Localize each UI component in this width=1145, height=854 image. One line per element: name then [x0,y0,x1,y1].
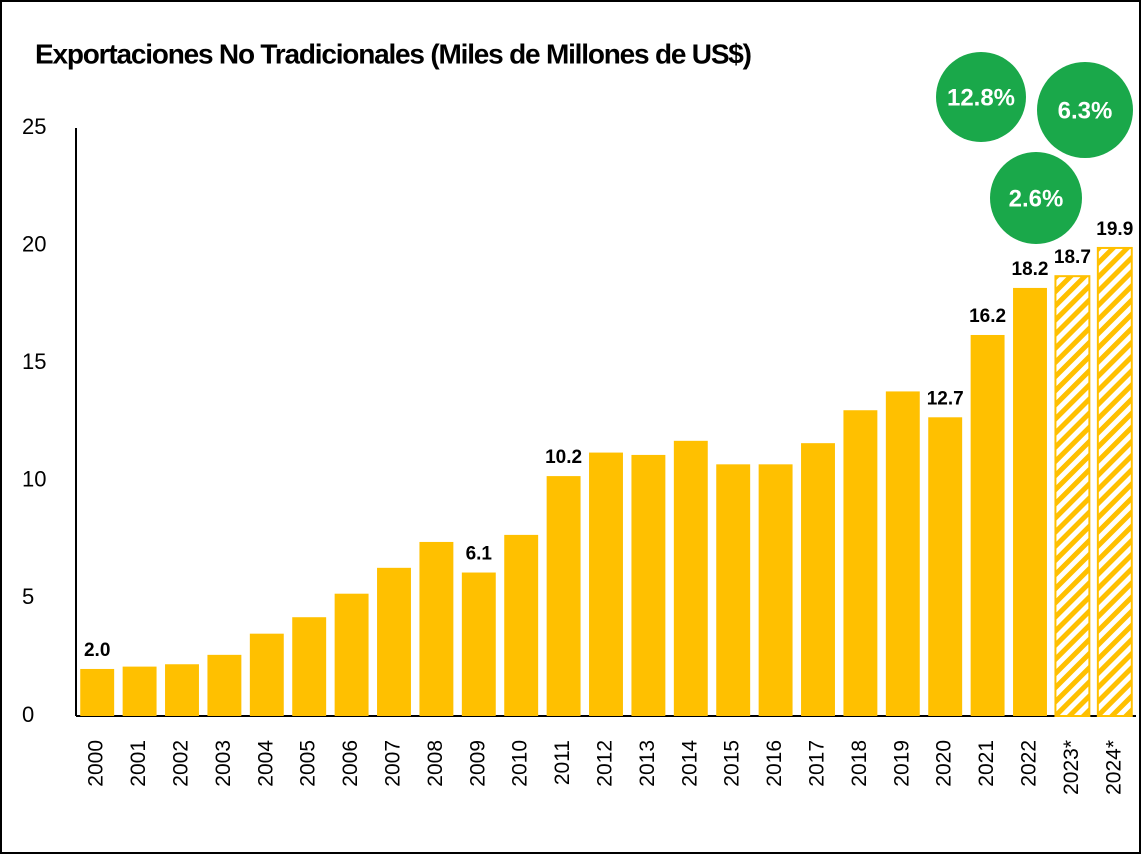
y-tick-label: 0 [22,702,34,727]
y-tick-label: 25 [22,114,46,139]
annotation-bubble [990,152,1082,244]
x-tick-label: 2005 [297,740,320,787]
bar [716,464,751,716]
data-label: 19.9 [1096,219,1133,240]
annotation: 2.6% [1009,185,1064,212]
bar [504,534,539,716]
x-tick-label: 2003 [212,740,235,787]
x-tick-label: 2006 [339,740,362,787]
y-tick-label: 15 [22,349,46,374]
x-tick-label: 2009 [466,740,489,787]
bar [673,440,708,716]
annotation-bubble [1037,62,1133,158]
bar [928,417,963,716]
x-tick-label: 2019 [890,740,913,787]
x-tick-label: 2024* [1102,740,1125,795]
bar [292,617,327,716]
chart-title: Exportaciones No Tradicionales (Miles de… [35,38,751,69]
bar [165,664,199,716]
x-tick-label: 2013 [636,740,659,787]
bar [249,633,284,716]
y-tick-label: 5 [22,584,34,609]
bar [461,572,496,716]
bar [546,476,581,716]
bar [631,454,666,716]
bar [589,452,623,716]
x-tick-label: 2017 [806,740,829,787]
data-label: 6.1 [466,544,493,565]
annotation: 12.8% [947,84,1015,111]
x-tick-label: 2000 [85,740,108,787]
bar [334,593,369,716]
bar [1096,246,1133,717]
x-tick-label: 2008 [424,740,447,787]
x-tick-label: 2020 [933,740,956,787]
x-tick-label: 2007 [382,740,405,787]
x-tick-label: 2004 [254,740,277,787]
annotation-bubble [936,52,1026,142]
x-tick-label: 2001 [127,740,150,787]
data-label: 2.0 [84,640,110,661]
data-label: 16.2 [969,306,1006,327]
data-label: 18.2 [1012,259,1049,280]
bar [801,443,835,716]
bar [207,654,242,716]
x-tick-label: 2010 [509,740,532,787]
x-tick-label: 2023* [1060,740,1083,795]
bar [419,541,454,716]
x-tick-label: 2011 [551,740,574,785]
y-tick-label: 20 [22,231,46,256]
x-tick-label: 2012 [594,740,617,787]
x-tick-label: 2016 [763,740,786,787]
annotation: 6.3% [1058,97,1113,124]
data-label: 12.7 [927,388,964,409]
x-tick-label: 2014 [678,740,701,787]
x-tick-label: 2002 [170,740,193,787]
data-label: 10.2 [545,447,582,468]
x-tick-label: 2018 [848,740,871,787]
bar [843,410,878,716]
y-tick-label: 10 [22,467,46,492]
x-tick-label: 2021 [975,740,998,787]
bar [1054,275,1091,717]
bar [122,666,157,716]
data-label: 18.7 [1054,247,1091,268]
x-tick-label: 2022 [1018,740,1041,787]
bar [80,668,115,716]
bar [885,391,920,716]
x-tick-label: 2015 [721,740,744,787]
bar [1013,287,1047,716]
bar [377,567,411,716]
bar [758,464,793,716]
bar [970,334,1005,716]
